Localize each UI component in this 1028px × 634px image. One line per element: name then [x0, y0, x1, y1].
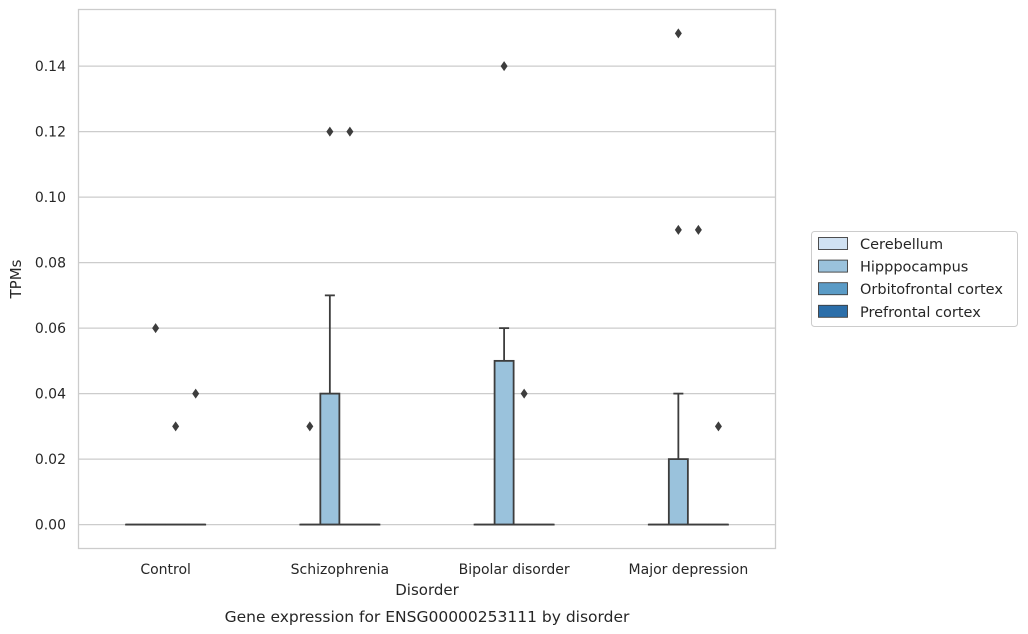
outlier-point — [152, 323, 160, 334]
x-tick-label: Control — [140, 562, 191, 578]
y-tick-label: 0.06 — [35, 321, 66, 337]
outlier-point — [714, 421, 722, 432]
box-plot-layer — [125, 28, 729, 526]
y-tick-label: 0.04 — [35, 387, 66, 403]
outlier-point — [346, 126, 354, 137]
outlier-point — [674, 224, 682, 235]
legend-box — [811, 231, 1018, 327]
plot-frame — [77, 8, 777, 550]
outlier-point — [674, 28, 682, 39]
box-hipppocampus — [667, 458, 689, 526]
legend-swatch — [818, 282, 848, 296]
legend: Cerebellum Hipppocampus Orbitofrontal cort… — [811, 231, 1018, 327]
x-tick-label: Schizophrenia — [291, 562, 389, 578]
outlier-point — [326, 126, 334, 137]
legend-swatch — [818, 259, 848, 273]
legend-swatch — [818, 304, 848, 318]
x-axis-label: Disorder — [395, 581, 459, 599]
legend-label: Prefrontal cortex — [860, 305, 981, 321]
y-tick-label: 0.08 — [35, 256, 66, 272]
outlier-point — [306, 421, 314, 432]
chart-caption: Gene expression for ENSG00000253111 by d… — [225, 608, 630, 626]
legend-label: Orbitofrontal cortex — [860, 282, 1003, 298]
y-tick-label: 0.00 — [35, 518, 66, 534]
box-hipppocampus — [493, 359, 515, 526]
y-tick-label: 0.02 — [35, 452, 66, 468]
y-tick-label: 0.14 — [35, 59, 66, 75]
x-tick-label: Bipolar disorder — [459, 562, 570, 578]
y-tick-label: 0.10 — [35, 190, 66, 206]
outlier-point — [520, 388, 528, 399]
x-tick-labels: Control Schizophrenia Bipolar disorder Majo… — [140, 562, 748, 578]
box-hipppocampus — [319, 392, 341, 526]
legend-swatch — [818, 237, 848, 250]
outlier-point — [192, 388, 200, 399]
x-tick-label: Major depression — [629, 562, 749, 578]
y-axis-label: TPMs — [7, 259, 25, 299]
y-tick-labels: 0.00 0.02 0.04 0.06 0.08 0.10 0.12 0.14 — [35, 59, 66, 533]
y-tick-label: 0.12 — [35, 125, 66, 141]
outlier-point — [500, 61, 508, 72]
outlier-point — [172, 421, 180, 432]
legend-label: Hipppocampus — [860, 260, 968, 276]
grid-lines — [78, 65, 776, 526]
outlier-point — [694, 224, 702, 235]
legend-label: Cerebellum — [860, 237, 943, 253]
